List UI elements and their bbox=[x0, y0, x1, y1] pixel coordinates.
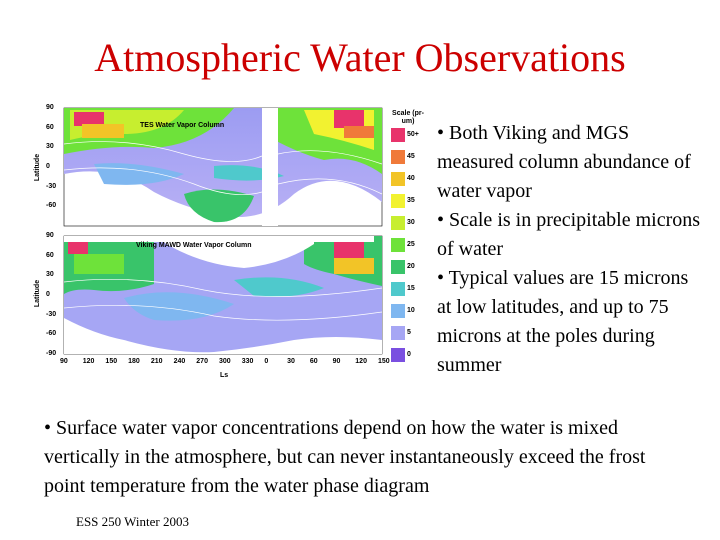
scale-label: 10 bbox=[407, 307, 415, 314]
ls-tick-label: 150 bbox=[105, 358, 118, 365]
bullet-list: • Both Viking and MGS measured column ab… bbox=[437, 119, 707, 380]
scale-swatch bbox=[391, 238, 405, 252]
ls-tick-label: 30 bbox=[287, 358, 295, 365]
lat-tick-label: -30 bbox=[46, 310, 57, 318]
scale-label: 0 bbox=[407, 351, 411, 358]
scale-swatch bbox=[391, 326, 405, 340]
scale-label: 35 bbox=[407, 197, 415, 204]
scale-swatch bbox=[391, 216, 405, 230]
scale-label: 30 bbox=[407, 219, 415, 226]
lat-tick-label: -60 bbox=[46, 330, 57, 338]
lat-tick-label: 90 bbox=[46, 232, 54, 239]
x-axis-label: Ls bbox=[220, 372, 229, 379]
ls-tick-label: 240 bbox=[173, 358, 186, 365]
slide-title: Atmospheric Water Observations bbox=[94, 35, 626, 80]
water-vapor-figure: TES Water Vapor Column Viking MAWD Water… bbox=[34, 104, 438, 384]
scale-swatch bbox=[391, 172, 405, 186]
lat-tick-label: 60 bbox=[46, 123, 54, 131]
scale-label: 15 bbox=[407, 285, 415, 292]
scale-swatch bbox=[391, 150, 405, 164]
scale-label: 50+ bbox=[407, 131, 419, 138]
bullet-item: • Scale is in precipitable microns of wa… bbox=[437, 209, 701, 260]
lat-tick-label: 0 bbox=[46, 291, 50, 298]
slide-footer: ESS 250 Winter 2003 bbox=[76, 514, 189, 529]
lat-tick-label: 30 bbox=[46, 143, 54, 151]
scale-label: 5 bbox=[407, 329, 411, 336]
scale-swatch bbox=[391, 348, 405, 362]
ls-tick-label: 90 bbox=[332, 358, 341, 365]
lat-tick-label: 0 bbox=[46, 163, 50, 170]
bullet-item: • Both Viking and MGS measured column ab… bbox=[437, 122, 691, 202]
ls-tick-label: 300 bbox=[219, 358, 231, 365]
tes-panel-title: TES Water Vapor Column bbox=[140, 122, 225, 129]
ls-tick-label: 180 bbox=[128, 358, 140, 365]
lat-tick-label: 90 bbox=[46, 104, 54, 111]
ls-tick-label: 90 bbox=[60, 358, 68, 365]
lat-tick-label: 60 bbox=[46, 251, 54, 259]
scale-swatch bbox=[391, 282, 405, 296]
ls-tick-label: 60 bbox=[309, 358, 318, 365]
scale-title: Scale (pr-um) bbox=[392, 110, 424, 125]
lat-tick-label: -90 bbox=[46, 350, 57, 357]
ls-tick-label: 210 bbox=[150, 358, 163, 365]
top-y-axis-label: Latitude bbox=[34, 153, 42, 182]
scale-label: 40 bbox=[407, 175, 415, 182]
scale-label: 20 bbox=[407, 263, 415, 270]
viking-panel bbox=[63, 235, 383, 355]
bottom-y-axis-label: Latitude bbox=[34, 279, 42, 308]
lat-tick-label: -30 bbox=[46, 182, 57, 190]
scale-label: 25 bbox=[407, 241, 415, 248]
water-vapor-maps bbox=[63, 107, 383, 355]
ls-tick-label: 270 bbox=[196, 358, 208, 365]
bottom-bullet: • Surface water vapor concentrations dep… bbox=[44, 414, 684, 501]
ls-tick-label: 120 bbox=[82, 358, 95, 365]
viking-panel-title: Viking MAWD Water Vapor Column bbox=[136, 242, 252, 249]
bullet-item: • Typical values are 15 microns at low l… bbox=[437, 267, 689, 376]
bullet-item: • Surface water vapor concentrations dep… bbox=[44, 417, 646, 497]
ls-tick-label: 150 bbox=[378, 358, 390, 365]
scale-swatch bbox=[391, 128, 405, 142]
ls-tick-label: 330 bbox=[241, 358, 254, 365]
ls-tick-label: 120 bbox=[355, 358, 367, 365]
scale-swatch bbox=[391, 194, 405, 208]
lat-tick-label: -60 bbox=[46, 202, 57, 210]
scale-swatch bbox=[391, 304, 405, 318]
ls-tick-label: 0 bbox=[264, 358, 269, 365]
scale-swatch bbox=[391, 260, 405, 274]
scale-label: 45 bbox=[407, 153, 415, 160]
tes-panel bbox=[63, 107, 383, 227]
lat-tick-label: 30 bbox=[46, 271, 54, 279]
